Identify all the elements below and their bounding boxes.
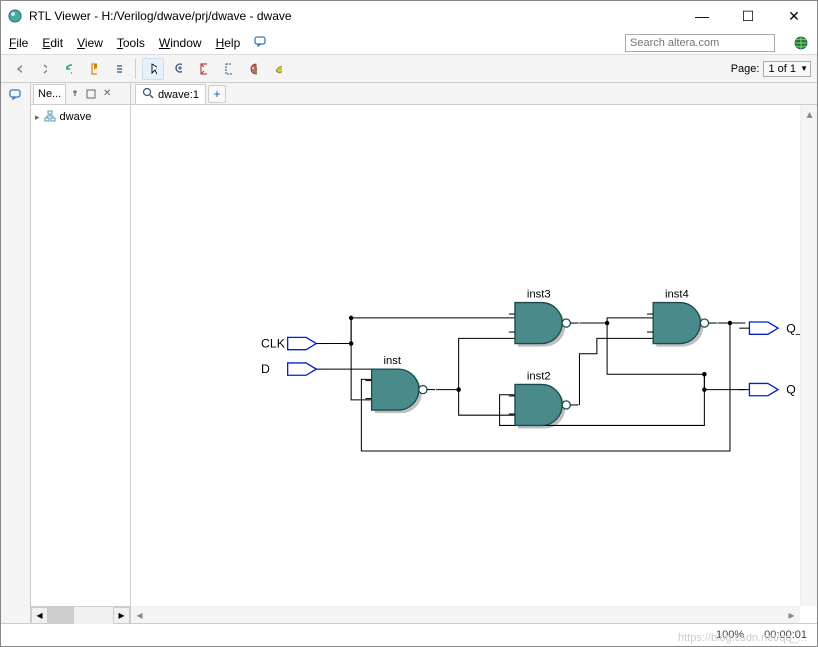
svg-text:inst3: inst3 <box>527 288 551 300</box>
menu-view[interactable]: View <box>77 36 103 50</box>
titlebar: RTL Viewer - H:/Verilog/dwave/prj/dwave … <box>1 1 817 31</box>
scroll-right-icon[interactable]: ▸ <box>113 607 130 624</box>
menu-edit[interactable]: Edit <box>42 36 63 50</box>
menu-tools[interactable]: Tools <box>117 36 145 50</box>
window-title: RTL Viewer - H:/Verilog/dwave/prj/dwave … <box>29 9 679 23</box>
scroll-left-icon[interactable]: ◂ <box>131 607 148 624</box>
window-icon[interactable] <box>84 87 98 101</box>
help-bubble-icon[interactable] <box>254 34 268 51</box>
tree-item-label: dwave <box>60 111 92 123</box>
toolbar: Page: 1 of 1 ▼ <box>1 55 817 83</box>
select-area-button[interactable] <box>217 58 239 80</box>
palette-button[interactable] <box>242 58 264 80</box>
search-input[interactable] <box>625 34 775 52</box>
hierarchy-icon <box>44 110 56 125</box>
scroll-left-icon[interactable]: ◂ <box>31 607 48 624</box>
globe-icon[interactable] <box>793 35 809 51</box>
svg-text:inst4: inst4 <box>665 288 689 300</box>
tree-item-root[interactable]: ▸ dwave <box>35 109 126 125</box>
svg-text:inst2: inst2 <box>527 370 551 382</box>
list-button[interactable] <box>107 58 129 80</box>
pointer-tool-button[interactable] <box>142 58 164 80</box>
new-tab-button[interactable]: + <box>208 85 226 103</box>
svg-text:D: D <box>261 362 270 376</box>
doc-tab-label: dwave:1 <box>158 89 199 101</box>
elapsed-time: 00:00:01 <box>764 629 807 641</box>
fit-button[interactable] <box>192 58 214 80</box>
page-select[interactable]: 1 of 1 ▼ <box>763 61 811 77</box>
app-window: RTL Viewer - H:/Verilog/dwave/prj/dwave … <box>0 0 818 647</box>
menu-window[interactable]: Window <box>159 36 202 50</box>
svg-text:inst: inst <box>383 355 401 367</box>
page-label: Page: <box>731 63 760 75</box>
svg-text:CLK: CLK <box>261 337 286 351</box>
close-button[interactable]: ✕ <box>771 1 817 31</box>
refresh-button[interactable] <box>57 58 79 80</box>
expand-icon[interactable]: ▸ <box>35 112 40 123</box>
scroll-right-icon[interactable]: ▸ <box>783 607 800 624</box>
sidebar-tabrow: Ne... ✕ <box>31 83 130 105</box>
bird-button[interactable] <box>267 58 289 80</box>
doc-tabrow: dwave:1 + <box>131 83 817 105</box>
window-controls: — ☐ ✕ <box>679 1 817 31</box>
content-area: Ne... ✕ ▸ dwave ◂ ▸ <box>1 83 817 624</box>
menu-file[interactable]: File <box>9 36 28 50</box>
scroll-up-icon[interactable]: ▴ <box>801 105 817 122</box>
comment-icon[interactable] <box>9 87 23 104</box>
schematic-svg: CLKDQ_nQinstinst3inst2inst4 <box>131 105 817 623</box>
minimize-button[interactable]: — <box>679 1 725 31</box>
sidebar-tab-netlist[interactable]: Ne... <box>33 84 66 104</box>
canvas-hscroll[interactable]: ◂ ▸ <box>131 606 800 623</box>
statusbar: 100% 00:00:01 <box>1 624 817 646</box>
menu-help[interactable]: Help <box>216 36 241 50</box>
left-gutter <box>1 83 31 623</box>
nav-back-button[interactable] <box>7 58 29 80</box>
main-panel: dwave:1 + CLKDQ_nQinstinst3inst2inst4 ▴ … <box>131 83 817 623</box>
chevron-down-icon: ▼ <box>800 64 808 73</box>
magnifier-icon <box>142 87 154 102</box>
schematic-canvas[interactable]: CLKDQ_nQinstinst3inst2inst4 ▴ ◂ ▸ <box>131 105 817 623</box>
canvas-vscroll[interactable]: ▴ <box>800 105 817 606</box>
nav-fwd-button[interactable] <box>32 58 54 80</box>
svg-text:Q: Q <box>786 383 796 397</box>
sidebar-hscroll[interactable]: ◂ ▸ <box>31 606 130 623</box>
bookmark-button[interactable] <box>82 58 104 80</box>
app-icon <box>7 8 23 24</box>
pin-icon[interactable] <box>68 87 82 101</box>
menubar: File Edit View Tools Window Help <box>1 31 817 55</box>
tree-view[interactable]: ▸ dwave <box>31 105 130 606</box>
zoom-tool-button[interactable] <box>167 58 189 80</box>
close-panel-icon[interactable]: ✕ <box>100 87 114 101</box>
sidebar: Ne... ✕ ▸ dwave ◂ ▸ <box>31 83 131 623</box>
zoom-level: 100% <box>716 629 744 641</box>
doc-tab-dwave[interactable]: dwave:1 <box>135 84 206 104</box>
maximize-button[interactable]: ☐ <box>725 1 771 31</box>
